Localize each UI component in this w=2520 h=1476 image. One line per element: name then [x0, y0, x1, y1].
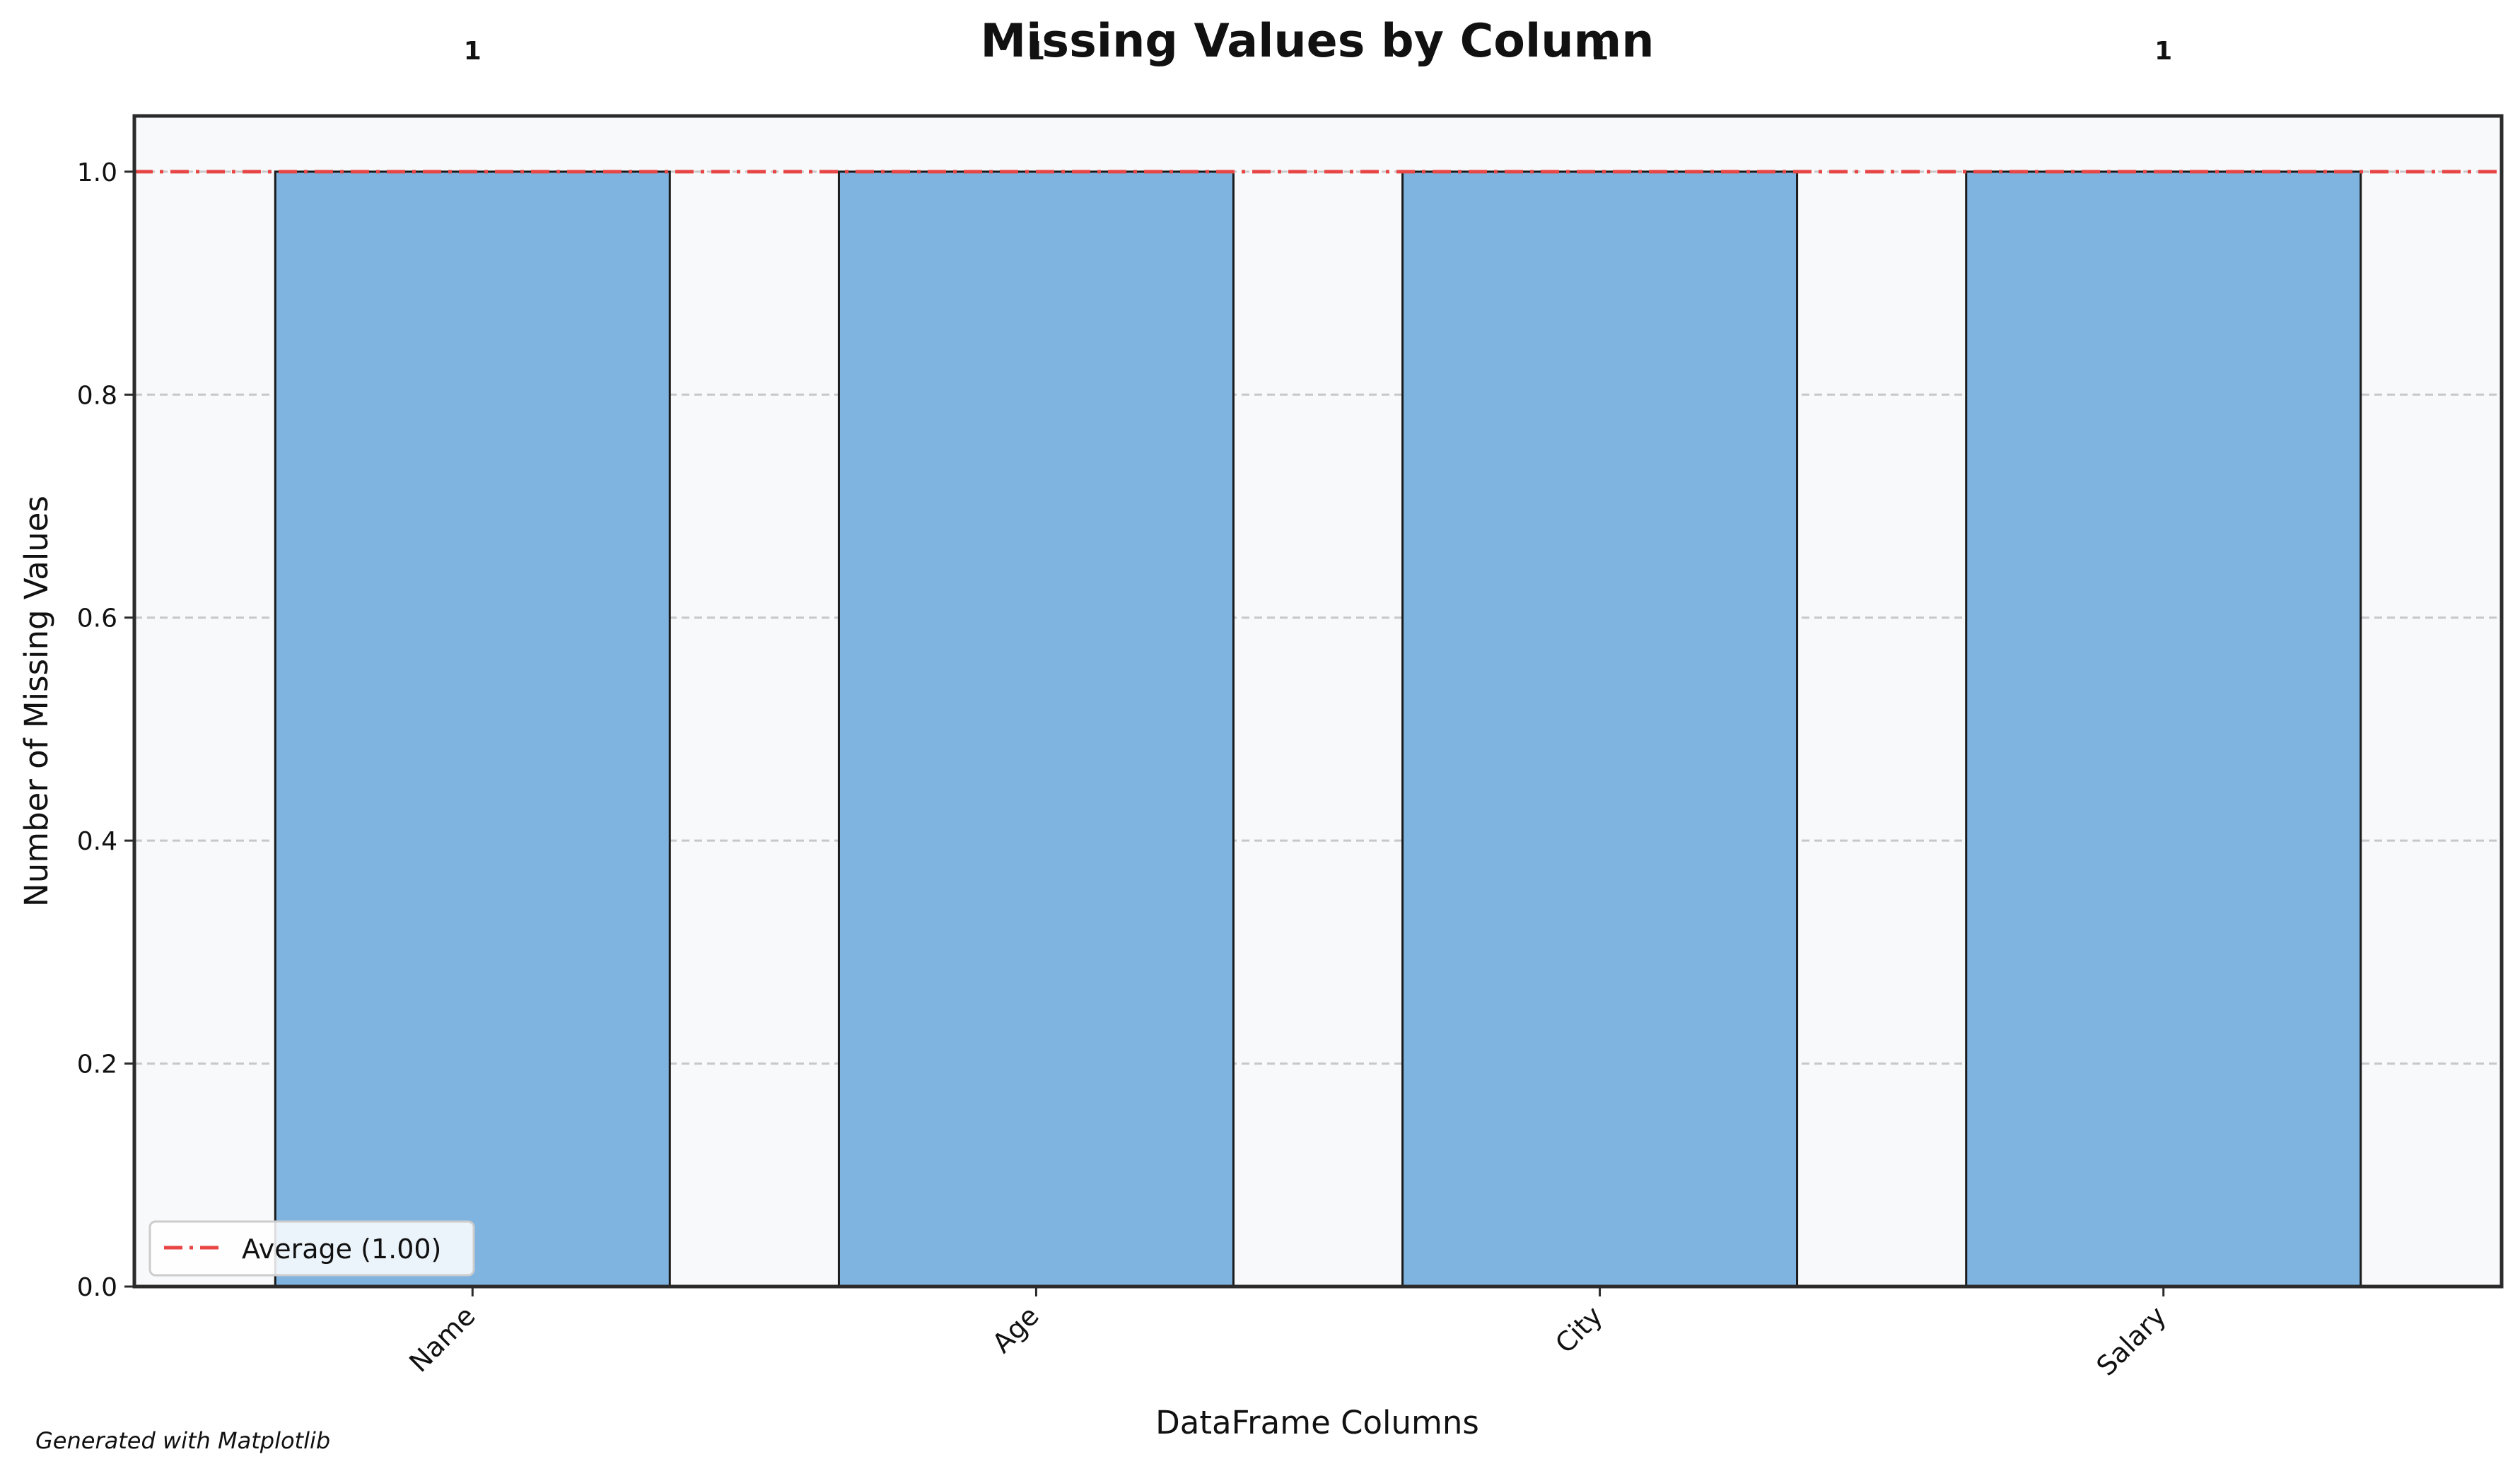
footnote: Generated with Matplotlib — [35, 1427, 330, 1454]
legend: Average (1.00) — [148, 1220, 475, 1277]
y-axis-ticks: 0.0 0.2 0.4 0.6 0.8 1.0 — [77, 158, 134, 1302]
x-axis-label: DataFrame Columns — [1155, 1404, 1479, 1441]
plot-frame — [132, 114, 2504, 1289]
value-label: 1 — [1591, 37, 1609, 66]
value-labels: 1 1 1 1 — [464, 37, 2172, 66]
value-label: 1 — [464, 37, 482, 66]
y-tick-label: 0.8 — [77, 381, 117, 410]
bar-salary — [1965, 170, 2362, 1288]
bars — [274, 170, 2362, 1288]
value-label: 1 — [2154, 37, 2172, 66]
y-tick-label: 0.6 — [77, 604, 117, 633]
y-tick-label: 0.2 — [77, 1050, 117, 1079]
bar-city — [1401, 170, 1799, 1288]
legend-box — [148, 1220, 475, 1277]
y-tick-label: 1.0 — [77, 158, 117, 187]
y-tick-label: 0.4 — [77, 827, 117, 856]
value-label: 1 — [1027, 37, 1045, 66]
bar-name — [274, 170, 671, 1288]
chart-title: Missing Values by Column — [980, 15, 1654, 68]
bar-age — [837, 170, 1235, 1288]
y-tick-label: 0.0 — [77, 1273, 117, 1302]
legend-average-label: Average (1.00) — [242, 1234, 441, 1265]
y-axis-label: Number of Missing Values — [18, 496, 55, 907]
